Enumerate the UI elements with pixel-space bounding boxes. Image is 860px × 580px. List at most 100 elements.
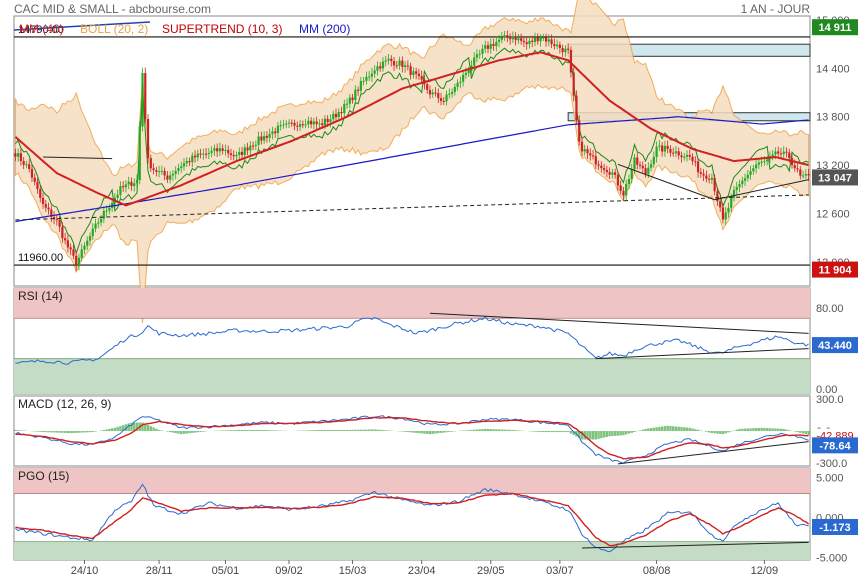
- candle-body: [271, 131, 274, 134]
- macd-histogram-bar: [553, 431, 556, 433]
- macd-histogram-bar: [597, 431, 600, 439]
- macd-histogram-bar: [343, 429, 346, 431]
- candle-body: [354, 89, 357, 101]
- chart-title: CAC MID & SMALL - abcbourse.com: [14, 2, 211, 16]
- macd-histogram-bar: [356, 429, 360, 431]
- candle-body: [522, 40, 526, 43]
- candle-body: [301, 124, 304, 126]
- panel-title-1: RSI (14): [18, 289, 63, 303]
- macd-histogram-bar: [683, 427, 686, 431]
- macd-histogram-bar: [83, 431, 86, 433]
- macd-histogram-bar: [180, 431, 183, 435]
- candle-body: [702, 173, 705, 176]
- price-tag-0: 14 911: [818, 22, 851, 34]
- macd-histogram-bar: [61, 431, 64, 433]
- candle-body: [453, 86, 456, 93]
- candle-body: [445, 94, 448, 102]
- candle-body: [191, 155, 194, 163]
- macd-histogram-bar: [671, 426, 675, 431]
- candle-body: [370, 73, 374, 77]
- candle-body: [33, 177, 36, 182]
- macd-histogram-bar: [262, 429, 266, 431]
- candle-body: [473, 57, 476, 66]
- macd-histogram-bar: [608, 431, 611, 437]
- macd-histogram-bar: [199, 431, 202, 432]
- osc-series-3-0: [15, 483, 809, 553]
- candle-body: [428, 89, 432, 95]
- period-label: 1 AN - JOUR: [741, 2, 811, 16]
- macd-histogram-bar: [644, 428, 647, 431]
- candle-body: [138, 126, 141, 180]
- candle-body: [663, 145, 666, 152]
- candle-body: [724, 212, 727, 220]
- candle-body: [649, 164, 653, 168]
- osc-y-tick: 5.000: [816, 473, 844, 485]
- macd-histogram-bar: [367, 429, 371, 431]
- macd-histogram-bar: [409, 431, 412, 433]
- macd-histogram-bar: [141, 422, 144, 431]
- candle-body: [373, 70, 376, 74]
- candle-body: [321, 123, 324, 126]
- candle-body: [99, 218, 103, 223]
- macd-histogram-bar: [227, 430, 230, 431]
- candle-body: [25, 164, 28, 166]
- macd-histogram-bar: [191, 431, 194, 433]
- candle-body: [72, 249, 75, 256]
- macd-histogram-bar: [63, 431, 67, 433]
- macd-histogram-bar: [110, 428, 114, 431]
- x-tick-label: 08/08: [643, 565, 671, 577]
- candle-body: [169, 175, 172, 180]
- candle-body: [412, 71, 415, 75]
- macd-histogram-bar: [542, 431, 545, 433]
- macd-histogram-bar: [44, 431, 47, 433]
- candle-body: [459, 81, 462, 83]
- macd-histogram-bar: [611, 431, 614, 437]
- macd-histogram-bar: [777, 428, 780, 431]
- candle-body: [580, 141, 584, 152]
- candle-body: [627, 179, 631, 184]
- macd-histogram-bar: [323, 429, 327, 431]
- candle-body: [561, 47, 564, 53]
- macd-histogram-bar: [605, 431, 609, 437]
- candle-body: [108, 207, 111, 211]
- candle-body: [238, 151, 241, 155]
- candle-body: [166, 175, 169, 180]
- candle-body: [133, 183, 136, 187]
- osc-y-tick: 80.00: [816, 303, 844, 315]
- macd-histogram-bar: [738, 428, 741, 431]
- macd-histogram-bar: [127, 423, 130, 431]
- macd-histogram-bar: [74, 431, 78, 433]
- macd-histogram-bar: [658, 426, 661, 431]
- macd-histogram-bar: [506, 429, 509, 431]
- candle-body: [801, 175, 805, 177]
- candle-body: [771, 154, 774, 157]
- macd-histogram-bar: [785, 429, 788, 431]
- candle-body: [630, 169, 633, 180]
- candle-body: [395, 65, 398, 67]
- macd-histogram-bar: [135, 422, 139, 431]
- macd-histogram-bar: [188, 431, 191, 434]
- candle-body: [28, 164, 31, 169]
- macd-histogram-bar: [475, 429, 479, 431]
- candle-body: [274, 131, 277, 134]
- candle-body: [171, 173, 175, 176]
- macd-histogram-bar: [232, 430, 235, 431]
- candle-body: [779, 153, 783, 155]
- macd-histogram-bar: [47, 431, 50, 433]
- macd-histogram-bar: [318, 429, 321, 431]
- candle-body: [489, 43, 492, 49]
- candle-body: [583, 149, 586, 152]
- pgo-last-tag-bg: [812, 518, 858, 535]
- candle-body: [531, 40, 534, 42]
- price-tag-2-bg: [812, 261, 858, 278]
- candle-body: [544, 37, 548, 42]
- osc-y-tick: 0.00: [816, 384, 837, 396]
- macd-histogram-bar: [77, 431, 81, 433]
- candle-body: [683, 156, 686, 158]
- macd-histogram-bar: [741, 428, 744, 431]
- macd-histogram-bar: [381, 430, 385, 431]
- candle-body: [619, 185, 622, 191]
- macd-histogram-bar: [660, 426, 664, 431]
- macd-histogram-bar: [16, 430, 20, 431]
- macd-histogram-bar: [713, 431, 716, 434]
